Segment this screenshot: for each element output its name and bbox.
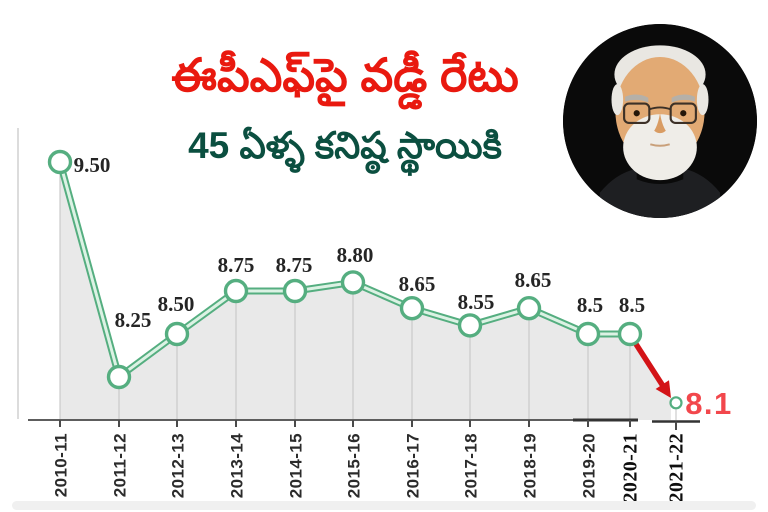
x-axis-label: 2010-11 [52,433,71,497]
value-label: 8.75 [276,253,313,277]
x-axis-label: 2011-12 [111,433,130,497]
drop-arrow [631,339,666,388]
person-portrait-icon [563,24,757,218]
value-label: 8.5 [619,293,645,317]
value-label: 8.65 [399,272,436,296]
value-label: 8.50 [158,292,195,316]
value-label: 8.80 [337,243,374,267]
headline-line1: ఈపీఎఫ్‌పై వడ్డీ రేటు [171,49,519,101]
x-axis-label: 2012-13 [169,433,188,498]
x-axis-label: 2021-22 [666,433,688,502]
data-point [457,313,483,338]
x-axis-label: 2017-18 [462,433,481,498]
headline-line2: 45 ఏళ్ళ కనిష్ఠ స్థాయికి [188,125,502,166]
data-point-highlight [669,396,683,410]
data-point [223,278,249,304]
data-point [617,321,643,347]
x-axis-label: 2016-17 [404,433,423,498]
x-axis-label: 2013-14 [228,433,247,498]
data-point [340,270,366,295]
bottom-shadow [12,501,756,510]
modi-photo [563,24,757,218]
x-axis-label: 2020-21 [620,433,642,502]
x-axis-label: 2019-20 [580,433,599,498]
data-point [399,296,425,321]
data-point [516,296,542,321]
data-point [164,321,190,347]
data-point [106,364,132,390]
data-point [282,278,308,304]
value-label: 8.55 [458,290,495,314]
value-label: 8.75 [218,253,255,277]
x-axis-label: 2014-15 [287,433,306,498]
data-point [575,321,601,347]
data-point [47,149,73,175]
drop-arrow-head [655,380,671,398]
x-axis-label: 2018-19 [521,433,540,498]
value-label-highlight: 8.1 [685,386,733,421]
value-label: 8.5 [577,293,603,317]
x-axis-label: 2015-16 [345,433,364,498]
value-label: 8.65 [515,268,552,292]
value-label: 9.50 [74,153,111,177]
value-label: 8.25 [115,308,152,332]
